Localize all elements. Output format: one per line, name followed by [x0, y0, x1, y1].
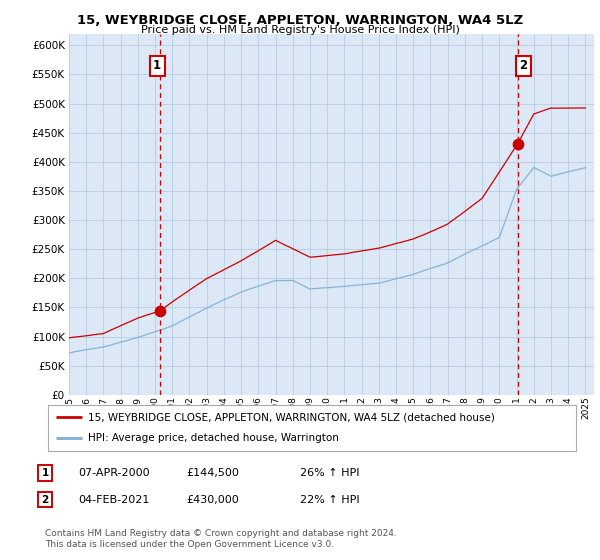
Text: 1: 1	[153, 59, 161, 72]
Text: £430,000: £430,000	[186, 494, 239, 505]
Text: 15, WEYBRIDGE CLOSE, APPLETON, WARRINGTON, WA4 5LZ (detached house): 15, WEYBRIDGE CLOSE, APPLETON, WARRINGTO…	[88, 412, 494, 422]
Text: 15, WEYBRIDGE CLOSE, APPLETON, WARRINGTON, WA4 5LZ: 15, WEYBRIDGE CLOSE, APPLETON, WARRINGTO…	[77, 14, 523, 27]
Text: 22% ↑ HPI: 22% ↑ HPI	[300, 494, 359, 505]
Point	[513, 140, 523, 149]
Text: 1: 1	[41, 468, 49, 478]
Text: 26% ↑ HPI: 26% ↑ HPI	[300, 468, 359, 478]
Text: 07-APR-2000: 07-APR-2000	[78, 468, 149, 478]
Text: 2: 2	[41, 494, 49, 505]
Point	[155, 306, 164, 315]
Text: £144,500: £144,500	[186, 468, 239, 478]
Text: Price paid vs. HM Land Registry's House Price Index (HPI): Price paid vs. HM Land Registry's House …	[140, 25, 460, 35]
Text: Contains HM Land Registry data © Crown copyright and database right 2024.
This d: Contains HM Land Registry data © Crown c…	[45, 529, 397, 549]
Text: 2: 2	[519, 59, 527, 72]
Text: HPI: Average price, detached house, Warrington: HPI: Average price, detached house, Warr…	[88, 433, 338, 443]
Text: 04-FEB-2021: 04-FEB-2021	[78, 494, 149, 505]
